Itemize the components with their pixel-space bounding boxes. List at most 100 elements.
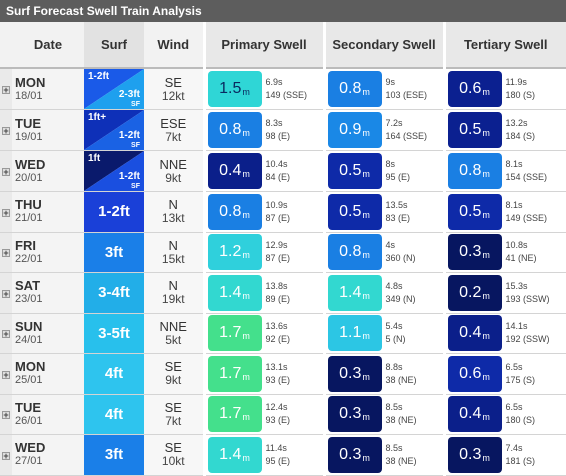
swell-height-unit: m — [362, 250, 370, 260]
surf-height-label: 4ft — [84, 354, 144, 394]
swell-height-value: 1.4 — [339, 284, 361, 302]
expand-plus-icon[interactable]: + — [2, 330, 10, 338]
day-label: SAT — [15, 279, 84, 293]
swell-height-value: 1.5 — [219, 80, 241, 98]
date-label: 23/01 — [15, 293, 84, 306]
swell-height-value: 1.4 — [219, 446, 241, 464]
expand-plus-icon[interactable]: + — [2, 411, 10, 419]
date-label: 24/01 — [15, 334, 84, 347]
swell-direction: 92 (E) — [266, 333, 291, 346]
tertiary-swell-column-header[interactable]: Tertiary Swell — [444, 22, 566, 68]
swell-height-unit: m — [362, 87, 370, 97]
surf-cell: 3ft — [84, 435, 144, 476]
swell-height-value: 1.4 — [219, 284, 241, 302]
swell-height-value: 0.4 — [459, 324, 481, 342]
swell-period: 12.9s — [266, 239, 291, 252]
wind-speed: 9kt — [144, 374, 203, 387]
expand-cell: + — [0, 68, 12, 110]
wind-speed: 9kt — [144, 172, 203, 185]
expand-plus-icon[interactable]: + — [2, 86, 10, 94]
expand-plus-icon[interactable]: + — [2, 249, 10, 257]
day-label: FRI — [15, 239, 84, 253]
swell-period: 8.1s — [506, 199, 548, 212]
swell-direction: 5 (N) — [386, 333, 406, 346]
date-label: 21/01 — [15, 212, 84, 225]
expand-plus-icon[interactable]: + — [2, 290, 10, 298]
swell-direction: 83 (E) — [386, 212, 411, 225]
swell-direction: 87 (E) — [266, 252, 291, 265]
surf-max-label: 1-2ft — [119, 130, 140, 141]
swell-direction: 38 (NE) — [386, 374, 417, 387]
wind-speed: 7kt — [144, 415, 203, 428]
secondary-swell-column-header[interactable]: Secondary Swell — [324, 22, 444, 68]
swell-period: 15.3s — [506, 280, 550, 293]
date-label: 22/01 — [15, 253, 84, 266]
swell-period: 8.5s — [386, 442, 417, 455]
wind-direction: N — [144, 279, 203, 293]
swell-height-value: 0.9 — [339, 121, 361, 139]
wind-column-header[interactable]: Wind — [144, 22, 204, 68]
expand-plus-icon[interactable]: + — [2, 371, 10, 379]
expand-plus-icon[interactable]: + — [2, 168, 10, 176]
swell-period: 13.2s — [506, 117, 536, 130]
date-column-header[interactable]: Date — [12, 22, 84, 68]
swell-height-unit: m — [242, 128, 250, 138]
expand-plus-icon[interactable]: + — [2, 127, 10, 135]
swell-height-unit: m — [482, 412, 490, 422]
wind-speed: 7kt — [144, 131, 203, 144]
swell-height-unit: m — [242, 412, 250, 422]
primary-swell-column-header[interactable]: Primary Swell — [204, 22, 324, 68]
surf-sf-label: SF — [131, 183, 140, 190]
wind-direction: SE — [144, 76, 203, 90]
swell-direction: 149 (SSE) — [506, 212, 548, 225]
swell-height-value: 0.2 — [459, 284, 481, 302]
swell-height-unit: m — [242, 372, 250, 382]
swell-height-unit: m — [362, 331, 370, 341]
swell-period: 4s — [386, 239, 416, 252]
swell-height-unit: m — [482, 169, 490, 179]
swell-height-unit: m — [242, 291, 250, 301]
surf-height-label: 3-5ft — [84, 314, 144, 354]
swell-height-value: 1.7 — [219, 405, 241, 423]
swell-direction: 149 (SSE) — [266, 89, 308, 102]
surf-column-header[interactable]: Surf — [84, 22, 144, 68]
expand-plus-icon[interactable]: + — [2, 452, 10, 460]
wind-direction: SE — [144, 441, 203, 455]
date-label: 27/01 — [15, 455, 84, 468]
expand-plus-icon[interactable]: + — [2, 209, 10, 217]
swell-period: 13.6s — [266, 320, 291, 333]
